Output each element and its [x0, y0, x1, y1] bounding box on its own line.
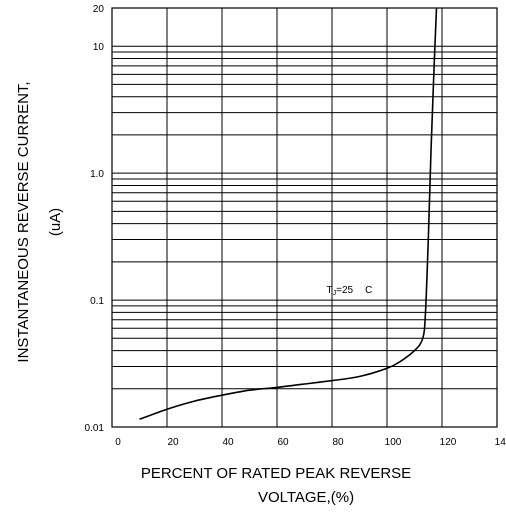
- x-tick-labels: 0 20 40 60 80 100 120 140: [115, 437, 506, 448]
- y-axis-label-line2: (uA): [47, 208, 64, 236]
- x-axis-label-line2: VOLTAGE,(%): [258, 489, 354, 506]
- annot-unit: C: [365, 285, 372, 296]
- x-tick-label: 100: [385, 437, 402, 448]
- x-tick-label: 0: [115, 437, 121, 448]
- annot-text: =25: [336, 285, 353, 296]
- y-tick-label: 0.1: [90, 296, 104, 307]
- y-axis-label-line1: INSTANTANEOUS REVERSE CURRENT,: [15, 81, 32, 362]
- x-tick-label: 20: [167, 437, 179, 448]
- x-tick-label: 40: [222, 437, 234, 448]
- y-tick-labels: 0.01 0.1 1.0 10 20: [85, 4, 105, 434]
- x-axis-label-line1: PERCENT OF RATED PEAK REVERSE: [141, 465, 411, 482]
- junction-temp-annotation: TJ=25 C: [327, 285, 373, 297]
- series-line: [140, 8, 437, 419]
- y-tick-label: 20: [93, 4, 105, 15]
- grid-lines: [112, 8, 497, 427]
- plot-frame: [112, 8, 497, 427]
- x-tick-label: 120: [440, 437, 457, 448]
- y-tick-label: 10: [93, 42, 105, 53]
- y-tick-label: 1.0: [90, 169, 104, 180]
- y-tick-label: 0.01: [85, 423, 105, 434]
- x-tick-label: 140: [495, 437, 506, 448]
- x-tick-label: 80: [332, 437, 344, 448]
- x-tick-label: 60: [277, 437, 289, 448]
